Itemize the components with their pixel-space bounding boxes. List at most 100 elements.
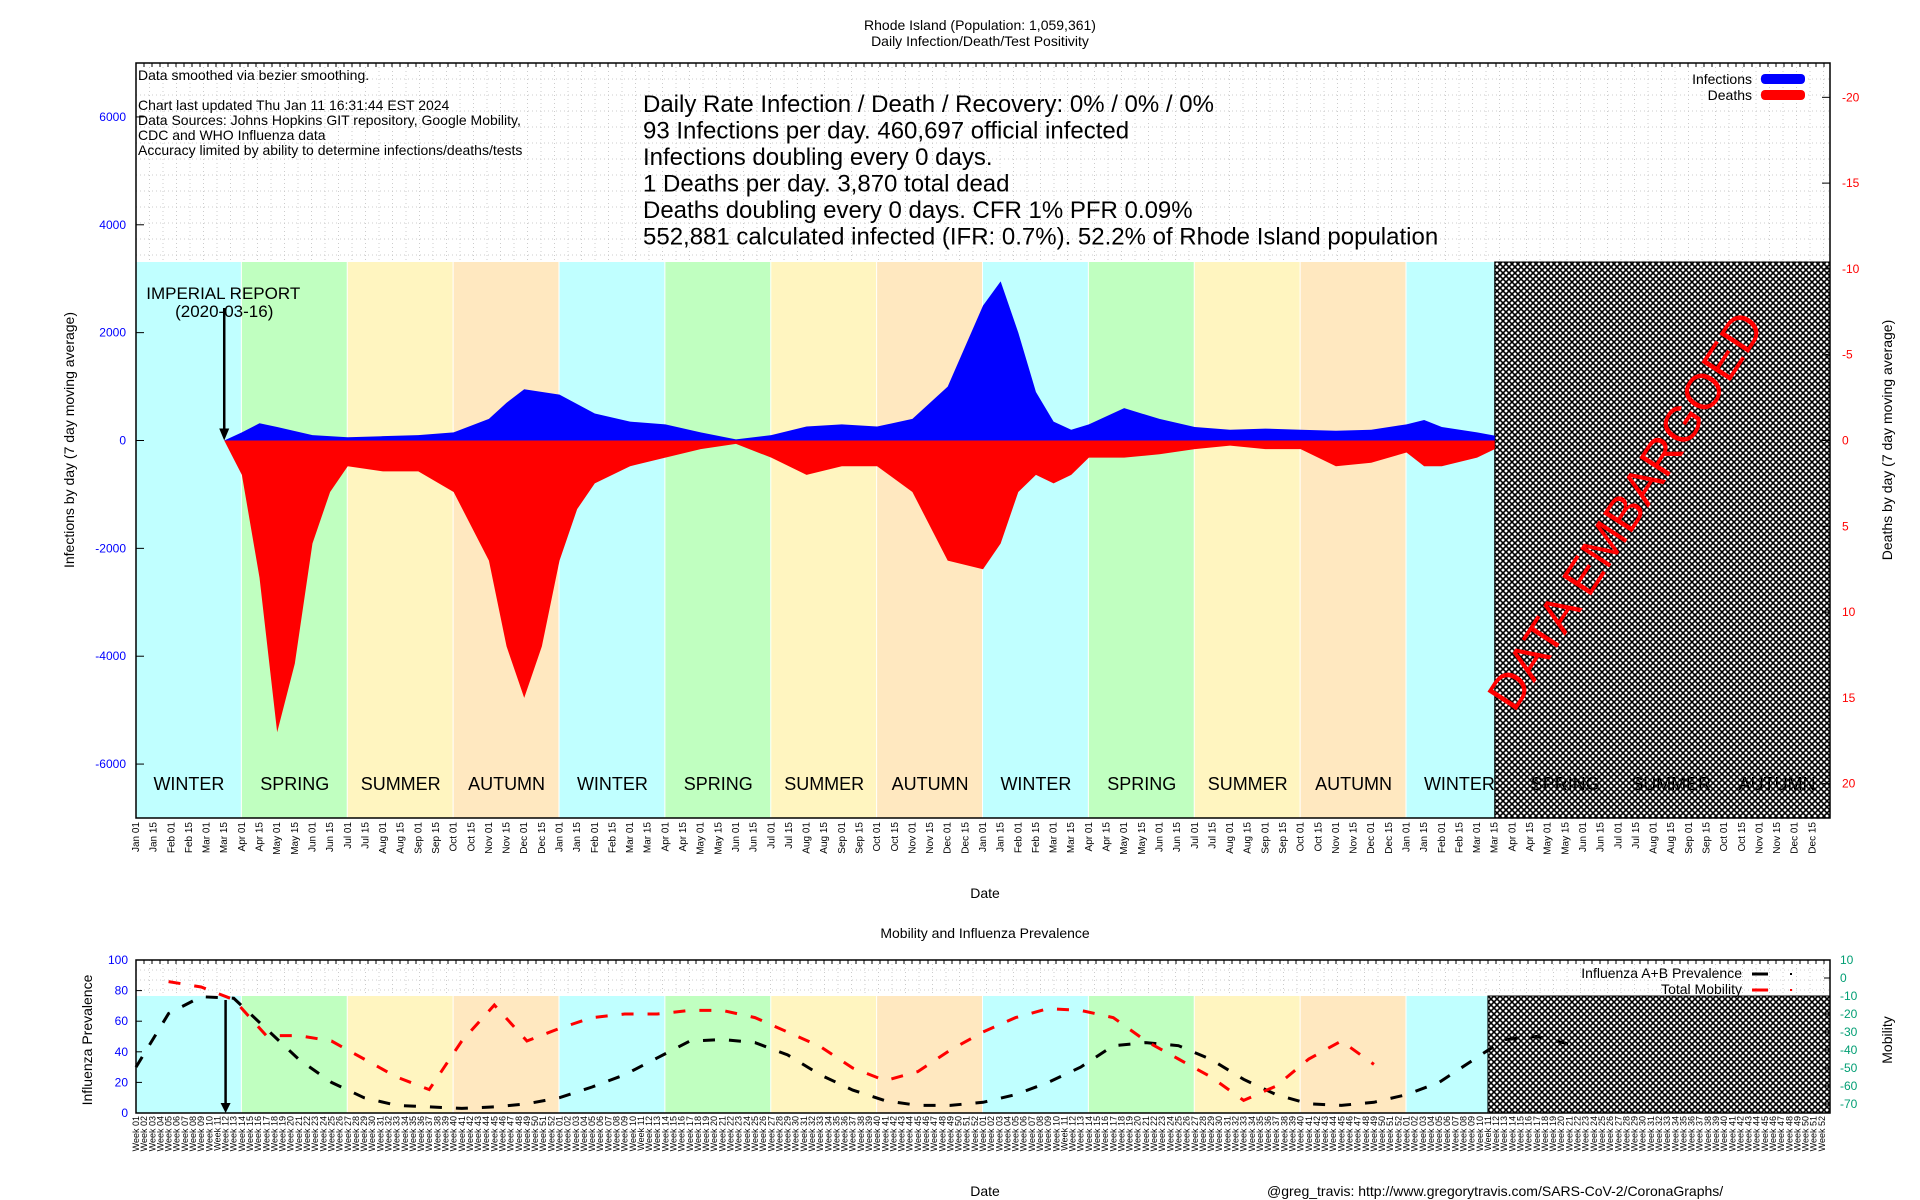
top-x-axis-label: Date — [970, 885, 1000, 901]
x-tick-label: Week 33 — [1662, 1116, 1672, 1151]
x-tick-label: Week 43 — [1320, 1116, 1330, 1151]
x-tick-label: Dec 01 — [519, 822, 530, 854]
x-tick-label: Week 33 — [815, 1116, 825, 1151]
x-tick-label: Week 02 — [139, 1116, 149, 1151]
x-tick-label: Week 17 — [685, 1116, 695, 1151]
y-tick-label: 60 — [115, 1014, 129, 1028]
x-tick-label: Week 51 — [538, 1116, 548, 1151]
x-tick-label: May 15 — [1560, 822, 1571, 855]
x-tick-label: Week 08 — [612, 1116, 622, 1151]
x-tick-label: Apr 15 — [255, 822, 266, 852]
x-tick-label: Jun 01 — [307, 822, 318, 852]
x-tick-label: Week 01 — [131, 1116, 141, 1151]
x-tick-label: Week 17 — [1108, 1116, 1118, 1151]
x-tick-label: Week 26 — [335, 1116, 345, 1151]
x-tick-label: Week 11 — [1059, 1116, 1069, 1151]
x-tick-label: Apr 01 — [1507, 822, 1518, 852]
x-tick-label: Jul 01 — [343, 822, 354, 849]
season-label: WINTER — [577, 774, 648, 794]
x-tick-label: Oct 15 — [1313, 822, 1324, 852]
x-tick-label: Week 51 — [1809, 1116, 1819, 1151]
y-tick-label: -4000 — [95, 649, 126, 663]
x-tick-label: Apr 01 — [237, 822, 248, 852]
x-tick-label: Week 19 — [1548, 1116, 1558, 1151]
x-tick-label: Week 33 — [392, 1116, 402, 1151]
x-tick-label: Sep 01 — [413, 822, 424, 854]
x-tick-label: Week 22 — [1573, 1116, 1583, 1151]
x-tick-label: Dec 01 — [1790, 822, 1801, 854]
chart-subtitle: Daily Infection/Death/Test Positivity — [871, 33, 1089, 49]
x-tick-label: Week 14 — [1084, 1116, 1094, 1151]
x-tick-label: Week 26 — [1605, 1116, 1615, 1151]
x-tick-label: Week 16 — [1524, 1116, 1534, 1151]
x-tick-label: Week 40 — [1296, 1116, 1306, 1151]
x-tick-label: Week 35 — [1255, 1116, 1265, 1151]
x-tick-label: Week 50 — [1801, 1116, 1811, 1151]
x-tick-label: Week 23 — [1157, 1116, 1167, 1151]
x-tick-label: Sep 01 — [1684, 822, 1695, 854]
x-tick-label: Week 37 — [848, 1116, 858, 1151]
x-tick-label: Week 02 — [1410, 1116, 1420, 1151]
season-band — [771, 262, 877, 818]
annotation-label: IMPERIAL REPORT — [146, 284, 300, 303]
x-tick-label: Apr 15 — [1525, 822, 1536, 852]
x-tick-label: Week 22 — [302, 1116, 312, 1151]
x-tick-label: Week 44 — [905, 1116, 915, 1151]
x-tick-label: Week 28 — [1198, 1116, 1208, 1151]
season-band — [347, 262, 453, 818]
x-tick-label: Feb 01 — [590, 822, 601, 854]
x-tick-label: Week 13 — [1076, 1116, 1086, 1151]
bottom-y2-axis-label: Mobility — [1879, 1016, 1895, 1063]
x-tick-label: Week 32 — [383, 1116, 393, 1151]
x-tick-label: Week 42 — [1312, 1116, 1322, 1151]
y2-tick-label: -30 — [1840, 1025, 1858, 1039]
x-tick-label: Week 38 — [856, 1116, 866, 1151]
season-band — [983, 996, 1088, 1113]
x-tick-label: Jan 01 — [131, 822, 142, 852]
season-band — [665, 996, 771, 1113]
x-tick-label: Week 35 — [1678, 1116, 1688, 1151]
x-tick-label: Week 44 — [1752, 1116, 1762, 1151]
season-label: SPRING — [260, 774, 329, 794]
x-tick-label: Week 50 — [1377, 1116, 1387, 1151]
y-tick-label: 20 — [115, 1075, 129, 1089]
x-tick-label: Week 34 — [823, 1116, 833, 1151]
season-label: SUMMER — [784, 774, 864, 794]
x-tick-label: Week 20 — [1556, 1116, 1566, 1151]
x-tick-label: Feb 15 — [1031, 822, 1042, 854]
x-tick-label: Week 04 — [1426, 1116, 1436, 1151]
x-tick-label: Week 42 — [1735, 1116, 1745, 1151]
x-tick-label: Week 01 — [1402, 1116, 1412, 1151]
x-tick-label: Week 50 — [954, 1116, 964, 1151]
x-tick-label: Week 19 — [278, 1116, 288, 1151]
x-tick-label: Week 10 — [1475, 1116, 1485, 1151]
x-tick-label: Week 47 — [506, 1116, 516, 1151]
x-tick-label: Aug 01 — [802, 822, 813, 854]
x-tick-label: Jan 15 — [1419, 822, 1430, 852]
x-tick-label: Week 36 — [840, 1116, 850, 1151]
season-band — [665, 262, 771, 818]
x-tick-label: Week 13 — [229, 1116, 239, 1151]
x-tick-label: Week 49 — [1369, 1116, 1379, 1151]
x-tick-label: Week 03 — [147, 1116, 157, 1151]
x-tick-label: Mar 15 — [219, 822, 230, 854]
x-tick-label: Week 22 — [726, 1116, 736, 1151]
x-tick-label: Week 38 — [1279, 1116, 1289, 1151]
x-tick-label: Jan 01 — [555, 822, 566, 852]
legend-label: Deaths — [1708, 87, 1752, 103]
x-tick-label: May 15 — [290, 822, 301, 855]
season-label: WINTER — [1424, 774, 1495, 794]
x-tick-label: Week 32 — [1230, 1116, 1240, 1151]
x-tick-label: Sep 15 — [854, 822, 865, 854]
x-tick-label: Week 06 — [595, 1116, 605, 1151]
x-tick-label: Week 36 — [1687, 1116, 1697, 1151]
chart-note: Accuracy limited by ability to determine… — [138, 142, 522, 158]
season-label: SPRING — [1531, 774, 1600, 794]
x-tick-label: Week 43 — [1744, 1116, 1754, 1151]
x-tick-label: Nov 01 — [484, 822, 495, 854]
chart-note: Data smoothed via bezier smoothing. — [138, 67, 369, 83]
season-label: SUMMER — [1208, 774, 1288, 794]
x-tick-label: May 15 — [1137, 822, 1148, 855]
